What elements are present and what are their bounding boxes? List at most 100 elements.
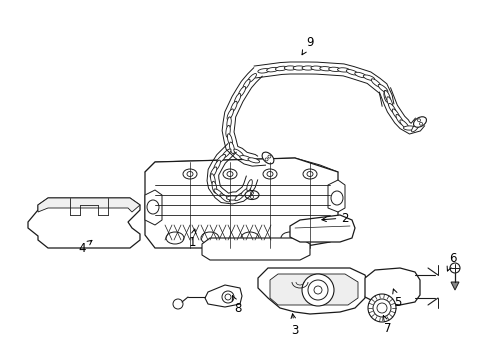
Ellipse shape — [239, 156, 251, 161]
Polygon shape — [202, 238, 309, 260]
Ellipse shape — [264, 158, 267, 161]
Polygon shape — [204, 285, 242, 307]
Ellipse shape — [257, 69, 269, 73]
Ellipse shape — [226, 109, 233, 120]
Ellipse shape — [281, 232, 298, 244]
Ellipse shape — [213, 189, 223, 197]
Ellipse shape — [183, 169, 197, 179]
Ellipse shape — [354, 72, 366, 78]
Ellipse shape — [246, 180, 252, 191]
Ellipse shape — [210, 167, 216, 178]
Ellipse shape — [303, 169, 316, 179]
Ellipse shape — [227, 134, 232, 145]
Ellipse shape — [186, 171, 193, 176]
Ellipse shape — [449, 263, 459, 273]
Ellipse shape — [229, 142, 234, 154]
Ellipse shape — [302, 66, 313, 70]
Ellipse shape — [223, 169, 237, 179]
Ellipse shape — [284, 66, 296, 70]
Ellipse shape — [275, 66, 287, 71]
Text: 1: 1 — [188, 229, 196, 248]
Ellipse shape — [238, 86, 245, 97]
Text: 9: 9 — [302, 36, 313, 55]
Ellipse shape — [388, 103, 395, 114]
Ellipse shape — [306, 171, 312, 176]
Ellipse shape — [216, 154, 225, 163]
Ellipse shape — [363, 75, 374, 80]
Ellipse shape — [226, 171, 232, 176]
Ellipse shape — [346, 69, 357, 75]
Ellipse shape — [383, 90, 388, 102]
Text: 3: 3 — [290, 314, 298, 337]
Ellipse shape — [226, 117, 231, 129]
Ellipse shape — [213, 160, 220, 171]
Ellipse shape — [386, 97, 392, 108]
Text: 2: 2 — [321, 211, 348, 225]
Polygon shape — [145, 158, 337, 248]
Ellipse shape — [220, 194, 229, 202]
Ellipse shape — [377, 84, 387, 93]
Ellipse shape — [266, 171, 272, 176]
Ellipse shape — [222, 149, 230, 158]
Ellipse shape — [241, 232, 259, 244]
Polygon shape — [258, 268, 367, 314]
Text: 5: 5 — [392, 289, 401, 309]
Ellipse shape — [417, 119, 420, 122]
Ellipse shape — [263, 169, 276, 179]
Ellipse shape — [310, 66, 322, 70]
Ellipse shape — [330, 191, 342, 205]
Ellipse shape — [224, 294, 230, 300]
Ellipse shape — [212, 181, 216, 193]
Ellipse shape — [293, 66, 305, 70]
Ellipse shape — [395, 114, 403, 125]
Ellipse shape — [173, 299, 183, 309]
Ellipse shape — [376, 303, 386, 313]
Ellipse shape — [241, 188, 250, 196]
Ellipse shape — [266, 67, 278, 72]
Ellipse shape — [419, 122, 422, 125]
Ellipse shape — [411, 122, 419, 132]
Ellipse shape — [226, 196, 238, 200]
Ellipse shape — [225, 125, 230, 137]
Ellipse shape — [367, 294, 395, 322]
Ellipse shape — [413, 117, 426, 127]
Ellipse shape — [147, 200, 159, 214]
Ellipse shape — [391, 109, 399, 119]
Ellipse shape — [319, 67, 331, 71]
Ellipse shape — [403, 126, 415, 130]
Ellipse shape — [328, 67, 340, 71]
Text: 6: 6 — [446, 252, 456, 271]
Ellipse shape — [243, 79, 249, 90]
Ellipse shape — [262, 152, 273, 164]
Ellipse shape — [384, 91, 389, 102]
Text: 4: 4 — [78, 240, 92, 255]
Ellipse shape — [234, 94, 240, 104]
Text: 8: 8 — [232, 296, 241, 315]
Ellipse shape — [307, 280, 327, 300]
Ellipse shape — [230, 101, 237, 112]
Ellipse shape — [250, 192, 253, 194]
Ellipse shape — [165, 232, 183, 244]
Polygon shape — [364, 268, 419, 305]
Ellipse shape — [313, 286, 321, 294]
Ellipse shape — [337, 68, 349, 72]
Polygon shape — [269, 274, 357, 305]
Ellipse shape — [247, 158, 259, 163]
Polygon shape — [450, 282, 458, 290]
Polygon shape — [145, 190, 162, 225]
Ellipse shape — [247, 73, 256, 82]
Ellipse shape — [399, 120, 408, 129]
Ellipse shape — [267, 155, 270, 158]
Ellipse shape — [233, 149, 243, 157]
Polygon shape — [327, 180, 345, 212]
Ellipse shape — [370, 79, 380, 87]
Ellipse shape — [210, 174, 215, 185]
Ellipse shape — [201, 232, 219, 244]
Polygon shape — [145, 158, 337, 180]
Ellipse shape — [372, 299, 390, 317]
Polygon shape — [38, 198, 140, 212]
Ellipse shape — [250, 195, 253, 198]
Ellipse shape — [234, 193, 244, 201]
Polygon shape — [28, 198, 140, 248]
Text: 7: 7 — [382, 316, 391, 334]
